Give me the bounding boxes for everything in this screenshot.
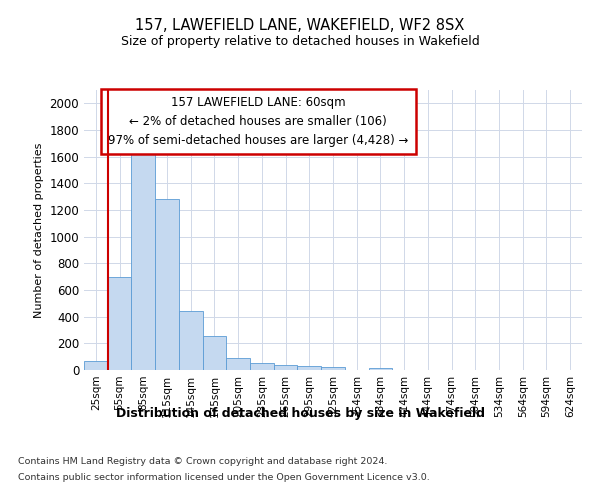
Text: Contains public sector information licensed under the Open Government Licence v3: Contains public sector information licen…: [18, 472, 430, 482]
Bar: [155, 198, 179, 370]
Bar: [368, 368, 392, 370]
Bar: [250, 363, 274, 370]
Bar: [131, 152, 155, 370]
Bar: [84, 362, 108, 370]
Y-axis label: Number of detached properties: Number of detached properties: [34, 142, 44, 318]
Text: 157, LAWEFIELD LANE, WAKEFIELD, WF2 8SX: 157, LAWEFIELD LANE, WAKEFIELD, WF2 8SX: [136, 18, 464, 32]
Bar: [226, 358, 250, 370]
Bar: [321, 368, 345, 370]
Text: Size of property relative to detached houses in Wakefield: Size of property relative to detached ho…: [121, 35, 479, 48]
Text: Contains HM Land Registry data © Crown copyright and database right 2024.: Contains HM Land Registry data © Crown c…: [18, 458, 388, 466]
Bar: [203, 336, 226, 370]
Bar: [274, 366, 298, 370]
Bar: [108, 276, 131, 370]
Text: Distribution of detached houses by size in Wakefield: Distribution of detached houses by size …: [115, 408, 485, 420]
Text: 157 LAWEFIELD LANE: 60sqm
← 2% of detached houses are smaller (106)
97% of semi-: 157 LAWEFIELD LANE: 60sqm ← 2% of detach…: [108, 96, 409, 146]
Bar: [298, 366, 321, 370]
Bar: [179, 310, 203, 370]
